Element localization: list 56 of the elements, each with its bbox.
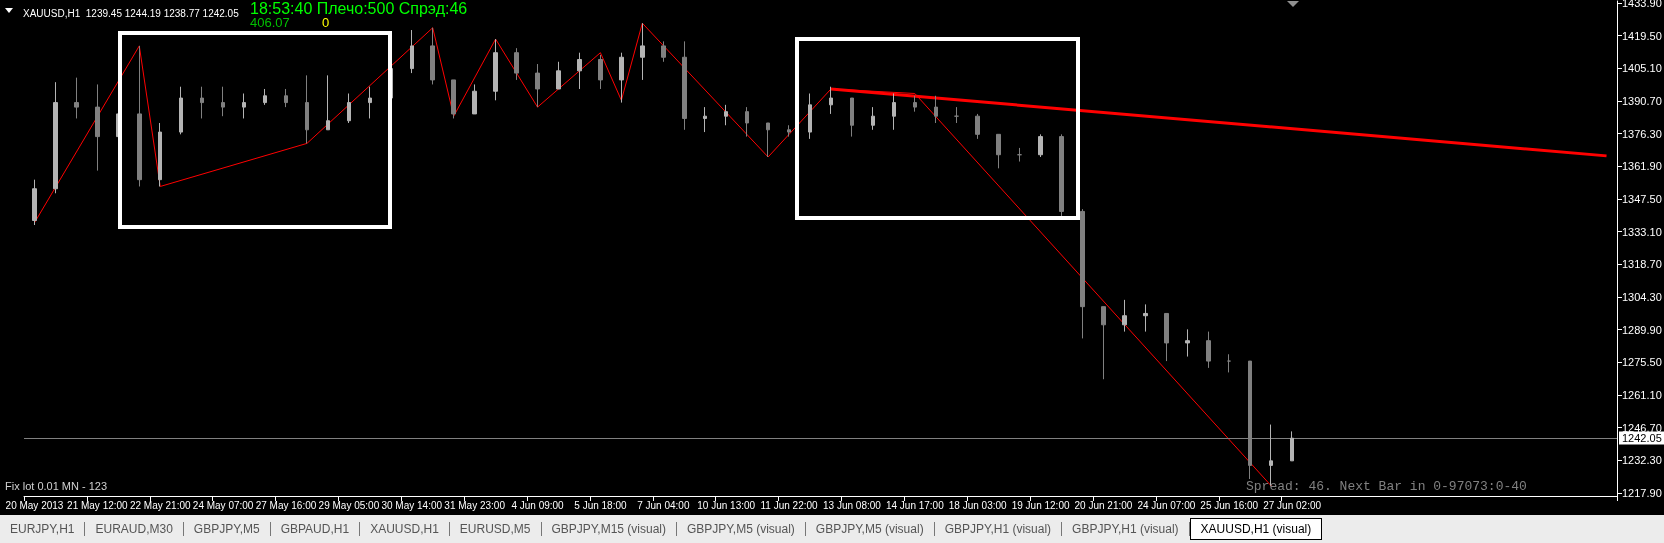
x-tick-label: 4 Jun 09:00	[511, 499, 565, 511]
y-tick-label: 1433.90	[1622, 0, 1662, 10]
x-tick-label: 5 Jun 18:00	[574, 499, 627, 511]
annotation: Fix lot 0.01 MN - 123	[5, 479, 108, 492]
x-tick-label: 19 Jun 12:00	[1011, 499, 1070, 511]
y-tick-label: 1361.90	[1622, 160, 1662, 173]
y-tick-label: 1217.90	[1622, 486, 1662, 499]
text: GBPJPY,H1 (visual)	[1062, 522, 1190, 536]
text: GBPJPY,M5 (visual)	[677, 522, 806, 536]
text: EURJPY,H1	[0, 522, 86, 536]
annotation: 406.07	[250, 15, 290, 30]
x-tick-label: 27 May 16:00	[255, 499, 317, 511]
x-tick-label: 14 Jun 17:00	[885, 499, 945, 511]
x-tick-label: 20 May 2013	[5, 499, 64, 511]
text: GBPJPY,M15 (visual)	[541, 522, 677, 536]
y-tick-label: 1261.10	[1622, 388, 1662, 401]
x-tick-label: 30 May 14:00	[381, 499, 443, 511]
text: GBPJPY,M5	[183, 522, 271, 536]
text: GBPJPY,M5 (visual)	[805, 522, 935, 536]
text: GBPJPY,H1 (visual)	[934, 522, 1063, 536]
text: GBPAUD,H1	[270, 522, 361, 536]
x-tick-label: 20 Jun 21:00	[1074, 499, 1133, 511]
y-tick-label: 1347.50	[1622, 192, 1662, 205]
x-tick-label: 21 May 12:00	[67, 499, 129, 511]
x-tick-label: 7 Jun 04:00	[637, 499, 690, 511]
x-tick-label: 11 Jun 22:00	[760, 499, 819, 511]
y-tick-label: 1246.70	[1622, 421, 1662, 434]
x-tick-label: 22 May 21:00	[129, 499, 191, 511]
x-tick-label: 13 Jun 08:00	[823, 499, 882, 511]
y-tick-label: 1376.30	[1622, 127, 1662, 140]
y-tick-label: 1275.50	[1622, 356, 1662, 369]
text: XAUUSD,H1 (visual)	[1189, 518, 1323, 540]
text: XAUUSD,H1 1239.45 1244.19 1238.77 1242.05	[23, 7, 240, 19]
text: EURAUD,M30	[85, 522, 184, 536]
annotation: 0	[322, 15, 330, 30]
x-tick-label: 24 May 07:00	[192, 499, 254, 511]
y-tick-label: 1419.50	[1622, 29, 1662, 42]
x-tick-label: 24 Jun 07:00	[1137, 499, 1196, 511]
y-tick-label: 1318.70	[1622, 258, 1662, 271]
x-tick-label: 18 Jun 03:00	[948, 499, 1008, 511]
x-tick-label: 27 Jun 02:00	[1263, 499, 1322, 511]
ref-line-label: 1242.05	[1622, 432, 1662, 445]
x-tick-label: 29 May 05:00	[318, 499, 380, 511]
y-tick-label: 1304.30	[1622, 290, 1662, 303]
text: XAUUSD,H1	[360, 522, 450, 536]
y-tick-label: 1289.90	[1622, 323, 1662, 336]
y-tick-label: 1232.30	[1622, 454, 1662, 467]
annotation: Spread: 46. Next Bar in 0-97073:0-40	[1246, 479, 1527, 494]
y-tick-label: 1333.10	[1622, 225, 1662, 238]
y-tick-label: 1390.70	[1622, 95, 1662, 107]
x-tick-label: 25 Jun 16:00	[1200, 499, 1259, 511]
y-tick-label: 1405.10	[1622, 62, 1662, 75]
x-tick-label: 10 Jun 13:00	[697, 499, 756, 511]
x-tick-label: 31 May 23:00	[444, 499, 506, 511]
annotation: 18:53:40 Плечо:500 Спрэд:46	[250, 0, 468, 17]
text: EURUSD,M5	[449, 522, 542, 536]
